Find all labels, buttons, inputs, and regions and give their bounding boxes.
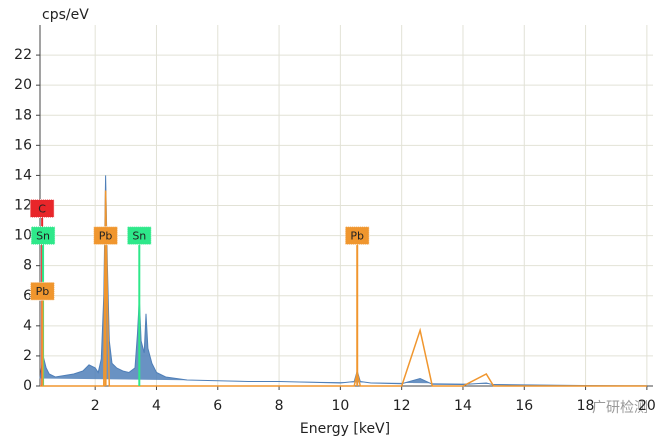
y-tick-label: 22 [14, 47, 32, 63]
y-tick-label: 20 [14, 77, 32, 93]
x-tick-label: 20 [638, 398, 656, 414]
element-marker: Pb [93, 226, 119, 386]
element-label: Sn [132, 230, 146, 243]
y-tick-label: 18 [14, 107, 32, 123]
x-axis-label: Energy [keV] [300, 421, 390, 437]
y-tick-label: 10 [14, 228, 32, 244]
element-label: Pb [36, 285, 50, 298]
y-tick-label: 6 [23, 288, 32, 304]
element-label-box [93, 226, 119, 246]
element-label: Pb [99, 230, 113, 243]
element-label: C [38, 203, 46, 216]
x-tick-label: 14 [454, 398, 472, 414]
x-tick-label: 4 [152, 398, 161, 414]
element-marker: Sn [126, 226, 152, 386]
x-tick-label: 18 [577, 398, 595, 414]
y-tick-label: 8 [23, 258, 32, 274]
y-tick-label: 4 [23, 318, 32, 334]
y-tick-label: 2 [23, 348, 32, 364]
x-tick-label: 2 [91, 398, 100, 414]
y-tick-label: 12 [14, 198, 32, 214]
element-label-box [29, 199, 55, 219]
spectrum-line [40, 190, 647, 387]
x-tick-label: 10 [331, 398, 349, 414]
element-marker: Pb [29, 281, 55, 386]
spectrum-area [39, 175, 647, 387]
element-label-box [344, 226, 370, 246]
element-marker: Pb [344, 226, 370, 386]
y-tick-label: 16 [14, 137, 32, 153]
y-tick-label: 14 [14, 167, 32, 183]
x-tick-label: 8 [275, 398, 284, 414]
element-label-box [29, 281, 55, 301]
element-label: Sn [36, 230, 50, 243]
x-tick-label: 6 [213, 398, 222, 414]
element-label: Pb [350, 230, 364, 243]
x-tick-label: 12 [393, 398, 411, 414]
y-axis-label: cps/eV [42, 7, 89, 23]
y-tick-label: 0 [23, 378, 32, 394]
element-label-box [126, 226, 152, 246]
x-tick-label: 16 [515, 398, 533, 414]
watermark: 广研检测 [592, 400, 648, 416]
element-label-box [30, 226, 56, 246]
